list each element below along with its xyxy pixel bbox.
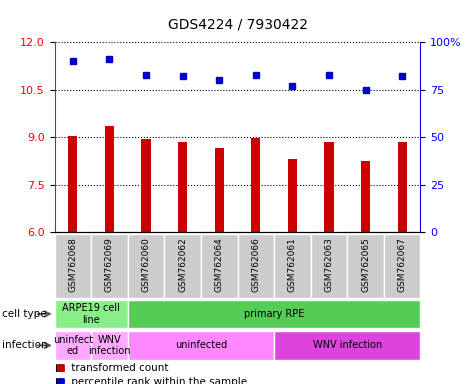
Bar <box>178 142 187 232</box>
Text: GSM762066: GSM762066 <box>251 237 260 292</box>
Bar <box>164 234 201 298</box>
Bar <box>128 234 164 298</box>
Text: ARPE19 cell
line: ARPE19 cell line <box>62 303 120 325</box>
Bar <box>128 300 420 328</box>
Text: WNV
infection: WNV infection <box>88 334 131 356</box>
Bar <box>55 234 91 298</box>
Bar <box>384 234 420 298</box>
Bar <box>274 331 420 360</box>
Bar <box>55 331 91 360</box>
Text: GSM762068: GSM762068 <box>68 237 77 292</box>
Text: uninfected: uninfected <box>175 340 227 351</box>
Bar <box>91 234 128 298</box>
Bar <box>361 161 370 232</box>
Bar <box>311 234 347 298</box>
Bar <box>105 126 114 232</box>
Bar <box>55 300 128 328</box>
Text: infection: infection <box>2 340 48 351</box>
Text: ■: ■ <box>55 363 65 373</box>
Bar <box>347 234 384 298</box>
Text: ■  percentile rank within the sample: ■ percentile rank within the sample <box>55 377 247 384</box>
Bar <box>201 234 238 298</box>
Text: GDS4224 / 7930422: GDS4224 / 7930422 <box>168 17 307 31</box>
Text: ■: ■ <box>55 377 65 384</box>
Bar <box>288 159 297 232</box>
Text: ■  transformed count: ■ transformed count <box>55 363 168 373</box>
Bar <box>142 139 151 232</box>
Bar <box>274 234 311 298</box>
Text: GSM762061: GSM762061 <box>288 237 297 292</box>
Text: uninfect
ed: uninfect ed <box>53 334 93 356</box>
Bar <box>68 136 77 232</box>
Text: GSM762060: GSM762060 <box>142 237 151 292</box>
Bar <box>91 331 128 360</box>
Text: GSM762062: GSM762062 <box>178 237 187 292</box>
Bar <box>215 148 224 232</box>
Text: primary RPE: primary RPE <box>244 309 304 319</box>
Bar <box>128 331 274 360</box>
Bar <box>238 234 274 298</box>
Text: cell type: cell type <box>2 309 47 319</box>
Text: GSM762069: GSM762069 <box>105 237 114 292</box>
Text: GSM762065: GSM762065 <box>361 237 370 292</box>
Text: GSM762063: GSM762063 <box>324 237 333 292</box>
Bar <box>251 138 260 232</box>
Bar <box>324 142 333 232</box>
Text: WNV infection: WNV infection <box>313 340 382 351</box>
Text: GSM762067: GSM762067 <box>398 237 407 292</box>
Text: GSM762064: GSM762064 <box>215 237 224 292</box>
Bar <box>398 142 407 232</box>
